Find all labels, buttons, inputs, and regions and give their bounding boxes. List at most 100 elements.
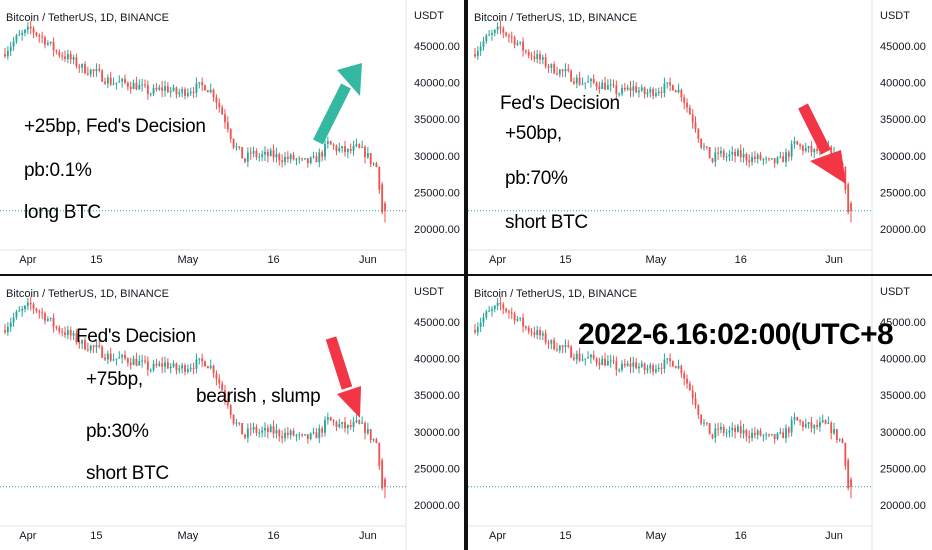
candle-body xyxy=(124,78,126,83)
candle-body xyxy=(638,90,640,93)
candle-body xyxy=(26,302,29,306)
candle-body xyxy=(536,53,539,59)
candle-body xyxy=(485,35,488,42)
candle-body xyxy=(164,86,166,91)
candle-body xyxy=(161,363,164,367)
annotation-probability: pb:30% xyxy=(86,421,149,442)
candle-body xyxy=(638,366,640,369)
candle-body xyxy=(275,430,278,434)
candle-body xyxy=(332,144,335,146)
candle-body xyxy=(491,308,493,311)
candle-body xyxy=(86,349,89,351)
candle-body xyxy=(135,358,138,366)
candle-body xyxy=(189,91,192,94)
candle-body xyxy=(286,432,289,435)
candle-body xyxy=(32,304,35,309)
candle-body xyxy=(306,158,309,164)
candle-body xyxy=(850,479,852,487)
candle-body xyxy=(539,53,541,60)
candle-body xyxy=(318,428,321,439)
candle-body xyxy=(61,55,64,57)
candle-body xyxy=(646,92,649,95)
candle-body xyxy=(643,87,646,95)
candle-body xyxy=(688,383,691,391)
x-tick-label: 15 xyxy=(90,530,102,542)
candle-body xyxy=(295,159,298,161)
y-tick-label: 40000.00 xyxy=(880,78,926,90)
candle-body xyxy=(609,84,612,86)
candle-body xyxy=(587,357,590,359)
candle-body xyxy=(264,427,266,431)
candle-body xyxy=(349,425,352,427)
candle-body xyxy=(289,154,292,159)
y-tick-label: 25000.00 xyxy=(880,187,926,199)
candle-body xyxy=(164,362,166,367)
candle-body xyxy=(612,360,615,362)
candle-body xyxy=(570,346,573,358)
candle-body xyxy=(519,41,522,43)
candle-body xyxy=(827,422,830,424)
x-tick-label: May xyxy=(177,254,198,266)
x-tick-label: 16 xyxy=(735,530,747,542)
candle-body xyxy=(58,327,61,332)
candle-body xyxy=(556,73,558,75)
candle-body xyxy=(169,90,172,93)
y-tick-label: 40000.00 xyxy=(414,354,460,366)
candle-body xyxy=(55,50,58,52)
candle-body xyxy=(326,417,329,420)
candle-body xyxy=(793,141,796,144)
candle-body xyxy=(266,151,269,157)
candle-body xyxy=(204,361,206,367)
candle-body xyxy=(384,479,386,487)
candle-body xyxy=(785,152,787,163)
candle-body xyxy=(9,322,12,327)
y-tick-label: 30000.00 xyxy=(880,151,926,163)
candle-body xyxy=(615,85,618,94)
candle-body xyxy=(705,422,708,424)
annotation-sentiment: bearish , slump xyxy=(196,386,321,407)
candle-body xyxy=(677,365,680,369)
candle-body xyxy=(212,89,215,98)
candle-body xyxy=(284,432,286,439)
x-tick-label: Apr xyxy=(19,254,36,266)
candle-body xyxy=(601,82,604,90)
candle-body xyxy=(493,305,496,309)
candle-body xyxy=(121,78,124,82)
candle-body xyxy=(686,378,688,384)
x-tick-label: Jun xyxy=(359,530,377,542)
candle-body xyxy=(770,434,773,436)
candle-body xyxy=(129,86,132,90)
candle-body xyxy=(269,150,272,157)
y-tick-label: 45000.00 xyxy=(880,317,926,329)
candle-body xyxy=(700,138,703,148)
candle-body xyxy=(618,93,621,95)
candle-body xyxy=(152,363,155,370)
candle-body xyxy=(683,373,686,379)
candle-body xyxy=(312,156,315,158)
x-tick-label: May xyxy=(177,530,198,542)
candle-body xyxy=(175,363,178,371)
candle-body xyxy=(717,428,720,430)
candle-body xyxy=(742,430,745,434)
candle-body xyxy=(106,353,109,360)
candle-body xyxy=(751,156,753,163)
annotation-position: short BTC xyxy=(505,212,588,233)
candle-body xyxy=(488,310,491,312)
candle-body xyxy=(66,53,69,59)
candle-body xyxy=(75,333,78,343)
candle-body xyxy=(787,152,790,157)
candle-body xyxy=(155,87,158,90)
candle-body xyxy=(708,147,711,159)
candle-body xyxy=(485,311,488,318)
candle-body xyxy=(312,432,315,434)
candle-body xyxy=(779,432,782,434)
candle-body xyxy=(669,358,671,362)
candle-body xyxy=(241,423,244,435)
candle-body xyxy=(802,145,804,152)
candle-body xyxy=(626,363,629,366)
candle-body xyxy=(309,433,312,440)
candle-body xyxy=(669,82,671,86)
candle-body xyxy=(175,87,178,95)
candle-body xyxy=(244,158,246,162)
chart-panel-top-right: 45000.00 40000.00 35000.00 30000.00 25000.00… xyxy=(468,0,932,274)
